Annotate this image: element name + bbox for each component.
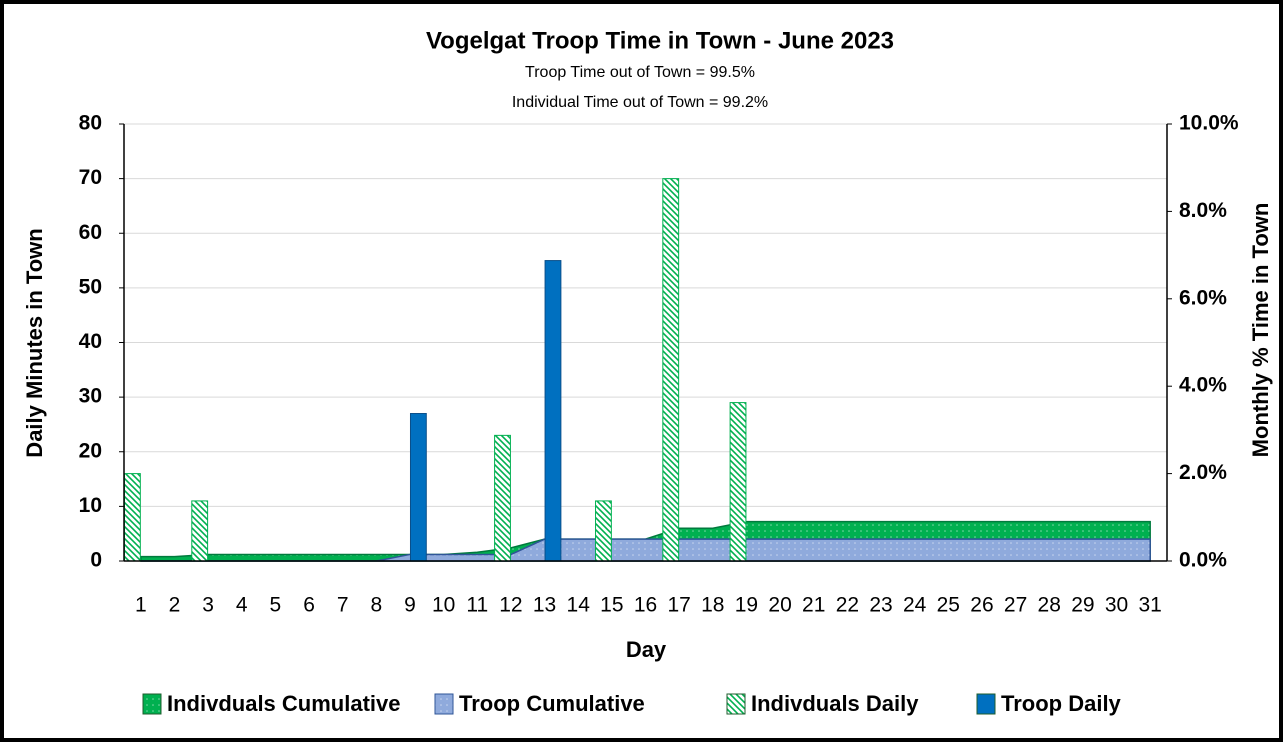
y-tick-label: 60 [79, 221, 102, 244]
x-tick-label: 18 [701, 594, 724, 617]
y-tick-label: 80 [79, 112, 102, 135]
bar [409, 413, 427, 562]
x-tick-label: 3 [202, 594, 214, 617]
x-tick-label: 25 [937, 594, 960, 617]
x-tick-label: 16 [634, 594, 657, 617]
y-tick-label: 0 [90, 549, 102, 572]
bar [124, 473, 141, 562]
y2-tick-label: 4.0% [1179, 374, 1227, 397]
x-tick-label: 1 [135, 594, 147, 617]
y-tick-label: 40 [79, 330, 102, 353]
x-tick-label: 30 [1105, 594, 1128, 617]
x-tick-label: 4 [236, 594, 248, 617]
legend-swatch [726, 693, 746, 715]
y-tick-label: 70 [79, 166, 102, 189]
x-tick-label: 21 [802, 594, 825, 617]
bar [595, 500, 612, 562]
y2-tick-label: 0.0% [1179, 549, 1227, 572]
bar [662, 178, 680, 562]
x-tick-label: 19 [735, 594, 758, 617]
bar [494, 434, 511, 562]
x-tick-label: 11 [466, 594, 488, 617]
y-tick-label: 10 [79, 494, 102, 517]
y2-tick-label: 6.0% [1179, 286, 1227, 309]
legend-swatch [976, 693, 996, 715]
x-tick-label: 26 [970, 594, 993, 617]
x-axis-title: Day [626, 637, 667, 662]
x-tick-label: 31 [1138, 594, 1161, 617]
x-tick-label: 17 [667, 594, 690, 617]
legend-label: Troop Cumulative [459, 691, 645, 716]
x-tick-label: 15 [600, 594, 623, 617]
y-tick-label: 20 [79, 439, 102, 462]
x-tick-label: 2 [169, 594, 181, 617]
x-tick-label: 12 [499, 594, 522, 617]
y-tick-label: 50 [79, 275, 102, 298]
chart-title: Vogelgat Troop Time in Town - June 2023 [426, 27, 894, 54]
subtitle: Individual Time out of Town = 99.2% [512, 94, 768, 111]
legend-label: Indivduals Cumulative [167, 691, 401, 716]
x-tick-label: 8 [370, 594, 382, 617]
subtitle: Troop Time out of Town = 99.5% [525, 64, 755, 81]
x-tick-label: 29 [1071, 594, 1094, 617]
x-tick-label: 6 [303, 594, 315, 617]
x-tick-label: 10 [432, 594, 455, 617]
bar [544, 260, 562, 562]
y2-axis-title: Monthly % Time in Town [1248, 203, 1273, 458]
x-tick-label: 13 [533, 594, 556, 617]
x-tick-label: 20 [768, 594, 791, 617]
x-tick-label: 22 [836, 594, 859, 617]
x-tick-label: 9 [404, 594, 416, 617]
y2-tick-label: 8.0% [1179, 199, 1227, 222]
y2-tick-label: 10.0% [1179, 112, 1239, 135]
x-tick-label: 27 [1004, 594, 1027, 617]
legend-swatch [434, 693, 454, 715]
x-tick-label: 23 [869, 594, 892, 617]
x-tick-label: 28 [1038, 594, 1061, 617]
legend-swatch [142, 693, 162, 715]
y-axis-title: Daily Minutes in Town [22, 228, 47, 457]
x-tick-label: 24 [903, 594, 927, 617]
legend-label: Troop Daily [1001, 691, 1122, 716]
bar [729, 402, 747, 562]
x-tick-label: 5 [270, 594, 282, 617]
legend-label: Indivduals Daily [751, 691, 919, 716]
y-tick-label: 30 [79, 385, 102, 408]
x-tick-label: 7 [337, 594, 349, 617]
y2-tick-label: 2.0% [1179, 461, 1227, 484]
bar [191, 500, 209, 562]
x-tick-label: 14 [567, 594, 591, 617]
